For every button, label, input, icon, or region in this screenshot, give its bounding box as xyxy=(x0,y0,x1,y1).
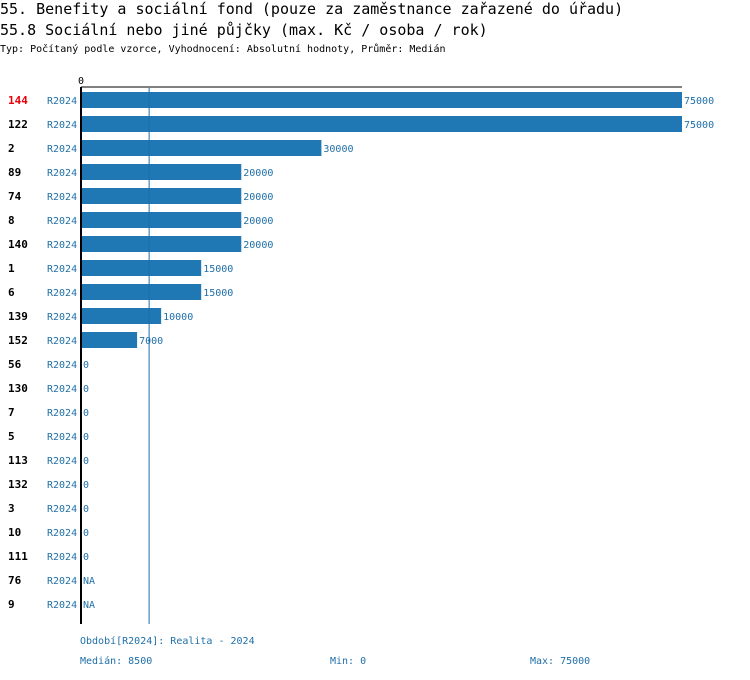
period-label: R2024 xyxy=(47,528,77,539)
category-label: 113 xyxy=(8,454,28,467)
category-label: 6 xyxy=(8,286,15,299)
category-label: 10 xyxy=(8,526,21,539)
bar xyxy=(81,164,242,180)
data-label: 0 xyxy=(83,528,89,539)
data-label: 0 xyxy=(83,408,89,419)
data-label: 75000 xyxy=(684,96,714,107)
period-label: R2024 xyxy=(47,144,77,155)
period-legend: Období[R2024]: Realita - 2024 xyxy=(80,636,255,647)
bar xyxy=(81,212,242,228)
chart-type-info: Typ: Počítaný podle vzorce, Vyhodnocení:… xyxy=(0,44,446,55)
period-label: R2024 xyxy=(47,264,77,275)
category-label: 130 xyxy=(8,382,28,395)
data-label: 20000 xyxy=(243,168,273,179)
bar xyxy=(81,260,202,276)
category-label: 74 xyxy=(8,190,22,203)
period-label: R2024 xyxy=(47,384,77,395)
category-label: 3 xyxy=(8,502,15,515)
period-label: R2024 xyxy=(47,192,77,203)
category-label: 144 xyxy=(8,94,28,107)
data-label: 20000 xyxy=(243,240,273,251)
category-label: 140 xyxy=(8,238,28,251)
period-label: R2024 xyxy=(47,480,77,491)
bar xyxy=(81,188,242,204)
data-label: 0 xyxy=(83,504,89,515)
data-label: 15000 xyxy=(203,288,233,299)
data-label: 10000 xyxy=(163,312,193,323)
bar xyxy=(81,308,162,324)
chart-title: 55. Benefity a sociální fond (pouze za z… xyxy=(0,0,624,18)
category-label: 111 xyxy=(8,550,28,563)
category-label: 139 xyxy=(8,310,28,323)
data-label: 30000 xyxy=(323,144,353,155)
bar xyxy=(81,236,242,252)
period-label: R2024 xyxy=(47,576,77,587)
max-stat: Max: 75000 xyxy=(530,656,591,667)
period-label: R2024 xyxy=(47,600,77,611)
category-label: 9 xyxy=(8,598,15,611)
bar xyxy=(81,332,138,348)
period-label: R2024 xyxy=(47,216,77,227)
category-label: 8 xyxy=(8,214,15,227)
data-label: 0 xyxy=(83,360,89,371)
period-label: R2024 xyxy=(47,432,77,443)
category-label: 122 xyxy=(8,118,28,131)
data-label: 15000 xyxy=(203,264,233,275)
bar xyxy=(81,284,202,300)
bar xyxy=(81,116,682,132)
bar xyxy=(81,92,682,108)
data-label: 0 xyxy=(83,432,89,443)
data-label: 20000 xyxy=(243,216,273,227)
axis-zero-label: 0 xyxy=(78,76,84,87)
data-label: 0 xyxy=(83,384,89,395)
median-stat: Medián: 8500 xyxy=(80,656,153,667)
min-stat: Min: 0 xyxy=(330,656,367,667)
period-label: R2024 xyxy=(47,168,77,179)
data-label: NA xyxy=(83,576,95,587)
period-label: R2024 xyxy=(47,288,77,299)
period-label: R2024 xyxy=(47,240,77,251)
category-label: 5 xyxy=(8,430,15,443)
data-label: 7000 xyxy=(139,336,163,347)
data-label: 0 xyxy=(83,456,89,467)
category-label: 7 xyxy=(8,406,15,419)
data-label: 0 xyxy=(83,552,89,563)
category-label: 76 xyxy=(8,574,22,587)
data-label: 0 xyxy=(83,480,89,491)
data-label: 75000 xyxy=(684,120,714,131)
period-label: R2024 xyxy=(47,96,77,107)
period-label: R2024 xyxy=(47,120,77,131)
category-label: 2 xyxy=(8,142,15,155)
period-label: R2024 xyxy=(47,312,77,323)
category-label: 152 xyxy=(8,334,28,347)
category-label: 1 xyxy=(8,262,15,275)
period-label: R2024 xyxy=(47,360,77,371)
chart-subtitle: 55.8 Sociální nebo jiné půjčky (max. Kč … xyxy=(0,21,488,39)
category-label: 132 xyxy=(8,478,28,491)
period-label: R2024 xyxy=(47,456,77,467)
category-label: 89 xyxy=(8,166,21,179)
period-label: R2024 xyxy=(47,336,77,347)
period-label: R2024 xyxy=(47,552,77,563)
period-label: R2024 xyxy=(47,504,77,515)
bar xyxy=(81,140,322,156)
category-label: 56 xyxy=(8,358,22,371)
period-label: R2024 xyxy=(47,408,77,419)
data-label: NA xyxy=(83,600,95,611)
data-label: 20000 xyxy=(243,192,273,203)
